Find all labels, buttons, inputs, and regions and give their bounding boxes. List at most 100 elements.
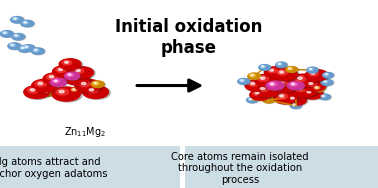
Circle shape <box>324 73 329 76</box>
Circle shape <box>291 103 302 109</box>
Circle shape <box>313 86 325 92</box>
Circle shape <box>246 80 269 92</box>
Circle shape <box>45 91 48 92</box>
Circle shape <box>264 67 286 77</box>
Circle shape <box>19 46 32 53</box>
Circle shape <box>319 94 330 100</box>
Circle shape <box>50 78 67 86</box>
Text: Zn$_{11}$Mg$_{2}$: Zn$_{11}$Mg$_{2}$ <box>64 125 106 139</box>
Circle shape <box>1 31 14 38</box>
Circle shape <box>286 67 297 72</box>
Circle shape <box>307 67 318 73</box>
Circle shape <box>71 76 75 78</box>
Circle shape <box>46 74 57 80</box>
Circle shape <box>286 95 308 106</box>
Circle shape <box>35 49 37 51</box>
Circle shape <box>93 82 99 85</box>
Circle shape <box>83 86 108 99</box>
Circle shape <box>323 73 334 78</box>
Circle shape <box>15 35 17 36</box>
Circle shape <box>76 70 80 72</box>
Circle shape <box>279 82 284 84</box>
Circle shape <box>21 47 24 48</box>
Circle shape <box>248 98 253 100</box>
Circle shape <box>255 92 259 94</box>
Circle shape <box>290 103 301 108</box>
Circle shape <box>273 79 298 92</box>
Circle shape <box>306 70 330 82</box>
Circle shape <box>32 80 59 93</box>
Circle shape <box>12 34 26 40</box>
Circle shape <box>238 79 251 85</box>
Circle shape <box>265 98 270 100</box>
Circle shape <box>266 81 285 91</box>
Circle shape <box>62 60 72 65</box>
Circle shape <box>86 87 98 93</box>
Circle shape <box>289 68 291 69</box>
Circle shape <box>241 80 243 81</box>
Circle shape <box>270 69 274 71</box>
Circle shape <box>302 89 323 99</box>
Circle shape <box>277 93 287 99</box>
Circle shape <box>78 81 90 87</box>
Circle shape <box>67 73 73 77</box>
Circle shape <box>274 92 299 105</box>
Circle shape <box>259 65 270 70</box>
Circle shape <box>65 72 81 80</box>
Circle shape <box>320 94 331 100</box>
Circle shape <box>52 79 60 83</box>
Circle shape <box>245 80 268 91</box>
Circle shape <box>321 95 326 97</box>
Circle shape <box>263 97 275 103</box>
Circle shape <box>42 90 54 96</box>
Circle shape <box>64 72 80 80</box>
Circle shape <box>267 68 277 73</box>
Circle shape <box>18 46 31 52</box>
Circle shape <box>251 75 253 76</box>
Circle shape <box>257 76 269 81</box>
Circle shape <box>68 74 79 80</box>
Circle shape <box>59 59 81 70</box>
Circle shape <box>260 77 265 79</box>
Circle shape <box>292 74 316 87</box>
Circle shape <box>71 67 95 79</box>
Circle shape <box>70 88 84 94</box>
Circle shape <box>53 87 82 102</box>
Circle shape <box>70 87 82 94</box>
Circle shape <box>292 74 318 87</box>
Circle shape <box>94 83 97 84</box>
Circle shape <box>10 44 15 47</box>
Circle shape <box>259 65 271 71</box>
Text: Mg atoms attract and
anchor oxygen adatoms: Mg atoms attract and anchor oxygen adato… <box>0 158 107 179</box>
Circle shape <box>24 45 29 49</box>
Circle shape <box>286 67 298 73</box>
Circle shape <box>310 68 311 70</box>
Circle shape <box>38 82 43 85</box>
Circle shape <box>323 80 328 83</box>
Circle shape <box>44 73 70 86</box>
Circle shape <box>32 79 57 92</box>
Circle shape <box>274 68 297 80</box>
Circle shape <box>292 85 318 98</box>
Circle shape <box>20 46 26 49</box>
Circle shape <box>287 81 304 90</box>
Circle shape <box>251 83 255 85</box>
Circle shape <box>2 31 8 34</box>
Circle shape <box>248 73 262 80</box>
Circle shape <box>49 76 54 78</box>
Circle shape <box>89 89 94 91</box>
Circle shape <box>288 96 297 101</box>
Circle shape <box>43 73 68 85</box>
Circle shape <box>21 20 35 27</box>
Circle shape <box>295 86 306 92</box>
Circle shape <box>250 89 271 100</box>
Circle shape <box>274 69 299 81</box>
Circle shape <box>308 71 319 76</box>
Circle shape <box>305 90 314 95</box>
Circle shape <box>321 80 333 85</box>
Circle shape <box>59 90 64 93</box>
Circle shape <box>290 82 297 86</box>
Circle shape <box>290 97 294 99</box>
Circle shape <box>53 66 76 77</box>
Circle shape <box>24 86 50 99</box>
